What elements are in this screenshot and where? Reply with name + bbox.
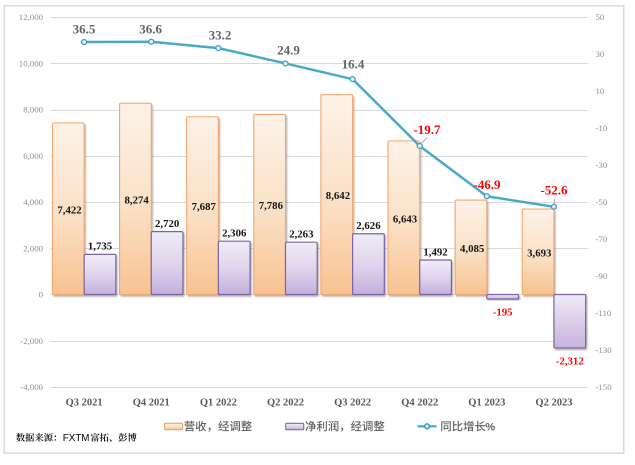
svg-text:-46.9: -46.9 — [473, 177, 501, 192]
svg-text:7,422: 7,422 — [57, 204, 81, 216]
svg-text:Q2 2023: Q2 2023 — [535, 398, 572, 409]
svg-text:Q2 2022: Q2 2022 — [267, 398, 304, 409]
svg-text:4,085: 4,085 — [460, 243, 484, 255]
svg-text:-30: -30 — [596, 160, 608, 170]
svg-text:-50: -50 — [596, 197, 608, 207]
svg-text:12,000: 12,000 — [19, 12, 44, 22]
svg-text:Q3 2021: Q3 2021 — [66, 398, 103, 409]
svg-text:4,000: 4,000 — [23, 197, 43, 207]
svg-text:6,000: 6,000 — [23, 151, 43, 161]
svg-text:%: % — [485, 422, 495, 434]
svg-text:8,642: 8,642 — [326, 190, 350, 202]
svg-text:0: 0 — [39, 290, 44, 300]
svg-text:30: 30 — [596, 49, 605, 59]
svg-text:-2,000: -2,000 — [20, 336, 43, 346]
svg-text:2,720: 2,720 — [155, 218, 179, 230]
svg-text:8,000: 8,000 — [23, 105, 43, 115]
svg-text:-70: -70 — [596, 234, 608, 244]
svg-text:-195: -195 — [493, 307, 513, 319]
svg-text:8,274: 8,274 — [124, 194, 149, 206]
svg-text:2,263: 2,263 — [289, 228, 314, 240]
svg-text:-10: -10 — [596, 123, 608, 133]
svg-text:FXTM: FXTM — [63, 433, 90, 444]
svg-text:33.2: 33.2 — [209, 27, 232, 42]
svg-text:-130: -130 — [596, 345, 613, 355]
svg-text:Q3 2022: Q3 2022 — [334, 398, 371, 409]
svg-text:Q4 2021: Q4 2021 — [133, 398, 170, 409]
svg-text:50: 50 — [596, 12, 605, 22]
svg-text:3,693: 3,693 — [527, 247, 552, 259]
svg-text:2,000: 2,000 — [23, 243, 43, 253]
svg-text:36.5: 36.5 — [73, 21, 96, 36]
svg-text:16.4: 16.4 — [342, 56, 365, 71]
svg-text:36.6: 36.6 — [139, 21, 162, 36]
svg-text:Q4 2022: Q4 2022 — [401, 398, 438, 409]
svg-text:-19.7: -19.7 — [413, 122, 441, 137]
svg-text:6,643: 6,643 — [393, 213, 418, 225]
svg-text:-90: -90 — [596, 271, 608, 281]
svg-text:-2,312: -2,312 — [556, 356, 584, 368]
svg-text:2,306: 2,306 — [222, 227, 247, 239]
svg-text:-4,000: -4,000 — [20, 382, 43, 392]
svg-text:10,000: 10,000 — [19, 58, 44, 68]
svg-text:7,786: 7,786 — [259, 200, 284, 212]
svg-text:10: 10 — [596, 86, 605, 96]
svg-text:Q1 2022: Q1 2022 — [200, 398, 237, 409]
svg-text:1,735: 1,735 — [88, 241, 112, 253]
svg-text:2,626: 2,626 — [356, 220, 381, 232]
svg-text:-52.6: -52.6 — [540, 182, 568, 197]
svg-text:24.9: 24.9 — [277, 43, 300, 58]
svg-text:-110: -110 — [596, 308, 612, 318]
svg-text:-150: -150 — [596, 382, 613, 392]
svg-text:1,492: 1,492 — [423, 246, 447, 258]
svg-text:Q1 2023: Q1 2023 — [468, 398, 505, 409]
svg-text:7,687: 7,687 — [192, 201, 217, 213]
